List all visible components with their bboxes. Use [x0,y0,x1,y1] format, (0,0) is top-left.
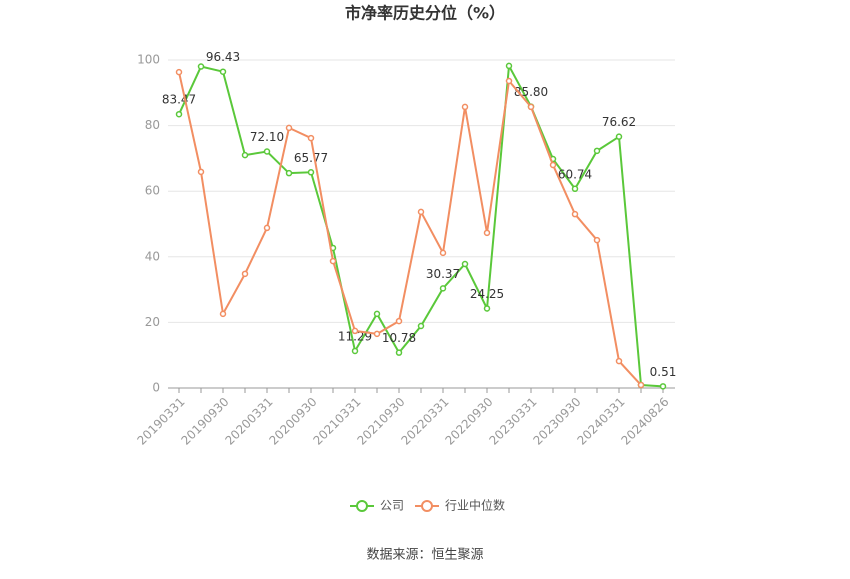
data-point [527,103,535,111]
chart-title: 市净率历史分位（%） [345,4,505,23]
series-line [178,71,642,386]
data-label: 24.25 [470,287,504,301]
data-label: 30.37 [426,267,460,281]
data-point [461,260,469,268]
data-point [373,330,381,338]
data-point [241,270,249,278]
series-line [178,62,664,388]
source-note: 数据来源：恒生聚源 [366,548,483,563]
data-point [593,147,601,155]
data-point [615,133,623,140]
legend-label: 行业中位数 [445,498,505,513]
y-tick-label: 40 [145,249,160,263]
data-label: 60.74 [558,167,592,181]
data-point [329,257,337,265]
data-point [285,169,293,177]
data-point [351,347,359,355]
data-point [659,383,667,390]
data-point [241,151,249,159]
data-point [197,168,205,176]
data-point [307,169,315,176]
y-tick-label: 20 [145,315,160,329]
y-tick-label: 100 [137,53,160,67]
data-point [263,224,271,232]
data-label: 72.10 [250,130,284,144]
data-point [461,103,469,111]
y-tick-label: 80 [145,118,160,132]
data-point [549,161,557,169]
data-point [395,349,403,356]
data-point [615,357,623,365]
data-point [175,110,183,118]
data-point [417,208,425,216]
legend-marker [421,500,433,512]
data-point [593,236,601,244]
data-point [197,63,205,70]
data-point [285,124,293,132]
data-point [219,310,227,318]
data-point [439,249,447,257]
data-point [483,229,491,237]
data-point [395,317,403,325]
legend-marker [356,500,368,512]
data-point [505,77,513,85]
data-label: 96.43 [206,50,240,64]
data-label: 65.77 [294,151,328,165]
data-point [439,285,447,292]
y-tick-label: 0 [152,381,160,395]
data-point [417,322,425,330]
data-label: 83.47 [162,93,196,107]
data-label: 10.78 [382,331,416,345]
data-point [483,305,491,312]
data-point [571,210,579,218]
x-tick-label: 20240826 [619,395,672,448]
data-point [175,68,183,76]
data-label: 76.62 [602,115,636,129]
data-point [637,381,645,389]
data-point [373,310,381,318]
data-point [571,185,579,193]
data-point [351,327,359,335]
data-label: 0.51 [650,365,677,379]
legend-label: 公司 [380,499,404,513]
data-point [307,134,315,142]
data-point [263,148,271,155]
data-point [219,68,227,75]
data-point [505,62,513,70]
y-tick-label: 60 [145,184,160,198]
